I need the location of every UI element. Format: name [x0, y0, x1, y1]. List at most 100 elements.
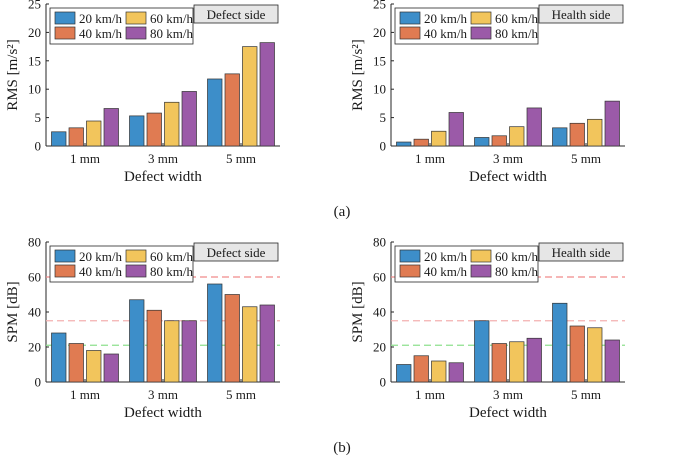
legend-entry: 60 km/h [150, 11, 193, 26]
y-tick-label: 0 [35, 375, 42, 390]
y-tick-label: 25 [373, 0, 386, 12]
y-tick-label: 20 [373, 25, 386, 40]
bar [396, 141, 412, 147]
panel-title: Defect side [207, 245, 266, 260]
legend-swatch [125, 11, 147, 25]
chart-panel-a-left: 0 5 10 15 20 25 1 mm 3 mm 5 mm Defect width RMS [m… [5, 0, 280, 185]
bar [474, 137, 490, 147]
bar [242, 46, 258, 147]
legend-swatch [125, 249, 147, 263]
y-tick-label: 60 [28, 270, 41, 285]
caption-a: (a) [334, 204, 351, 220]
y-tick-label: 10 [28, 82, 41, 97]
legend-swatch [470, 11, 492, 25]
bar [396, 364, 412, 383]
caption-b: (b) [333, 440, 351, 456]
bar [224, 294, 240, 383]
y-tick-label: 0 [35, 139, 42, 154]
legend-swatch [125, 264, 147, 278]
chart-panel-a-right: 0 5 10 15 20 25 1 mm 3 mm 5 mm Defect width RMS [m… [350, 0, 625, 185]
bar [129, 299, 145, 383]
bar [51, 131, 67, 147]
y-tick-label: 0 [380, 375, 387, 390]
x-tick-label: 1 mm [415, 387, 445, 402]
legend-swatch [470, 249, 492, 263]
x-tick-label: 5 mm [571, 151, 601, 166]
bar [224, 73, 240, 147]
bar [181, 91, 197, 147]
legend-swatch [399, 26, 421, 40]
bar [51, 332, 67, 383]
bar [552, 302, 568, 383]
legend-entry: 80 km/h [495, 26, 538, 41]
bar [413, 355, 429, 383]
y-axis-label: RMS [m/s²] [350, 39, 366, 111]
x-tick-label: 1 mm [70, 151, 100, 166]
legend-entry: 60 km/h [495, 11, 538, 26]
legend-entry: 40 km/h [424, 26, 467, 41]
bar [259, 304, 275, 383]
bar [68, 343, 84, 383]
x-tick-label: 5 mm [226, 151, 256, 166]
y-tick-label: 40 [373, 305, 386, 320]
bar [207, 283, 223, 383]
bar [164, 101, 180, 147]
bar [103, 108, 119, 147]
bar [181, 320, 197, 383]
legend-entry: 20 km/h [79, 11, 122, 26]
x-tick-label: 1 mm [415, 151, 445, 166]
bar [552, 127, 568, 147]
chart-panels: 0 5 10 15 20 25 1 mm 3 mm 5 mm Defect width RMS [m… [5, 0, 625, 421]
x-axis-label: Defect width [469, 405, 547, 421]
bar [431, 360, 447, 383]
y-axis-label: SPM [dB] [5, 281, 21, 342]
bar [491, 343, 507, 383]
bar [569, 325, 585, 383]
legend-entry: 40 km/h [424, 264, 467, 279]
legend-swatch [54, 11, 76, 25]
y-tick-label: 20 [28, 340, 41, 355]
bar [474, 320, 490, 383]
legend-swatch [399, 264, 421, 278]
legend-entry: 40 km/h [79, 26, 122, 41]
bar [103, 353, 119, 383]
bar [164, 320, 180, 383]
x-tick-label: 1 mm [70, 387, 100, 402]
y-tick-label: 80 [28, 235, 41, 250]
legend-swatch [125, 26, 147, 40]
bar [569, 122, 585, 147]
legend-entry: 60 km/h [495, 249, 538, 264]
bar [146, 112, 162, 147]
chart-panel-b-right: 0 20 40 60 80 1 mm 3 mm 5 mm Defect width SPM [dB… [350, 235, 625, 421]
y-axis-label: RMS [m/s²] [5, 39, 21, 111]
legend-entry: 80 km/h [150, 264, 193, 279]
panel-title: Health side [552, 7, 611, 22]
legend-entry: 20 km/h [424, 249, 467, 264]
legend-swatch [470, 264, 492, 278]
bar [509, 341, 525, 383]
bar [448, 362, 464, 383]
legend-entry: 20 km/h [424, 11, 467, 26]
panel-title-box [193, 4, 279, 24]
x-tick-label: 3 mm [148, 151, 178, 166]
y-tick-label: 10 [373, 82, 386, 97]
y-tick-label: 80 [373, 235, 386, 250]
legend-swatch [399, 249, 421, 263]
y-tick-label: 20 [28, 25, 41, 40]
legend-swatch [54, 26, 76, 40]
y-tick-label: 5 [35, 110, 42, 125]
x-axis-label: Defect width [469, 169, 547, 185]
bar [431, 130, 447, 147]
chart-panel-b-left: 0 20 40 60 80 1 mm 3 mm 5 mm Defect width SPM [dB… [5, 235, 280, 421]
y-tick-label: 60 [373, 270, 386, 285]
bar [587, 327, 603, 383]
x-axis-label: Defect width [124, 405, 202, 421]
y-tick-label: 20 [373, 340, 386, 355]
legend-entry: 20 km/h [79, 249, 122, 264]
panel-title: Defect side [207, 7, 266, 22]
bar [526, 337, 542, 383]
bar [509, 126, 525, 147]
y-tick-label: 0 [380, 139, 387, 154]
bar [207, 78, 223, 147]
legend-swatch [54, 249, 76, 263]
